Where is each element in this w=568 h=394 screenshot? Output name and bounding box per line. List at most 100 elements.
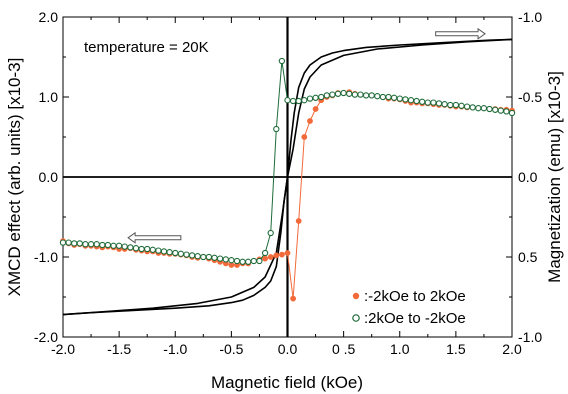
magnetization-curves [62, 38, 513, 316]
data-point-open [329, 91, 336, 98]
data-point-open [216, 255, 224, 262]
y-right-tick-label: 0.5 [518, 249, 538, 265]
data-point-open [402, 96, 409, 103]
data-point-open [312, 94, 319, 101]
data-point-open [127, 244, 134, 251]
data-point-open [284, 97, 291, 104]
data-point-open [340, 89, 347, 97]
arrow-right [435, 27, 486, 40]
data-point-open [503, 108, 510, 115]
data-point-open [132, 245, 140, 252]
legend-label-series-2: :2kOe to -2kOe [364, 310, 466, 327]
y-axis-left-label: XMCD effect (arb. units) [x10-3] [5, 58, 24, 297]
legend-marker-filled [352, 292, 360, 300]
data-point-open [144, 245, 151, 253]
data-point-open [273, 125, 280, 133]
data-point-open [452, 101, 460, 109]
data-point-open [194, 253, 201, 260]
data-point-open [245, 258, 252, 265]
xmcd-points [59, 57, 516, 302]
data-point-open [508, 109, 516, 117]
data-point-open [166, 249, 173, 256]
data-point-open [172, 249, 179, 257]
temperature-annotation: temperature = 20K [84, 39, 209, 56]
data-point-open [385, 93, 392, 101]
data-point-open [59, 239, 67, 246]
x-tick-label: -2.0 [51, 341, 75, 357]
data-point-open [390, 94, 398, 101]
data-point-open [278, 57, 286, 65]
data-point-filled [290, 295, 296, 302]
x-tick-label: -0.5 [219, 341, 243, 357]
x-tick-label: 1.5 [446, 341, 466, 357]
data-point-open [183, 251, 190, 258]
magnetization-curve-3 [62, 38, 513, 316]
data-point-filled [262, 255, 268, 262]
tick-labels: -2.0 -1.5 -1.0 -0.5 0.0 0 .5 1.0 1.5 2.0 2.0 1.0 0.… [34, 9, 542, 357]
magnetization-curve-2 [62, 38, 513, 316]
y-left-tick-label: 1.0 [39, 89, 59, 105]
data-point-open [138, 245, 145, 253]
arrow-shape [435, 27, 486, 40]
x-tick-label: 0.0 [278, 341, 298, 357]
y-right-tick-label: 0.0 [518, 169, 538, 185]
data-point-open [407, 97, 415, 104]
data-point-filled [301, 134, 308, 140]
data-point-filled [273, 252, 280, 259]
data-point-open [362, 92, 370, 99]
data-point-open [261, 249, 269, 257]
data-point-open [334, 90, 342, 97]
data-point-open [492, 106, 499, 113]
y-right-tick-label: -1.0 [518, 9, 542, 25]
data-point-open [115, 242, 123, 249]
tick-marks [62, 16, 513, 338]
data-point-open [155, 247, 162, 254]
data-point-open [419, 98, 426, 105]
data-point-open [233, 257, 241, 265]
y-axis-right-label: Magnetization (emu) [x10-3] [545, 71, 564, 283]
data-point-open [424, 99, 431, 106]
data-point-open [346, 90, 353, 97]
x-axis-label: Magnetic field (kOe) [211, 373, 363, 392]
arrow-shape [127, 231, 182, 244]
data-point-open [267, 229, 274, 237]
y-left-tick-label: -2.0 [34, 329, 58, 345]
data-point-open [306, 95, 314, 102]
data-point-open [228, 257, 235, 264]
data-point-filled [307, 118, 313, 124]
data-point-open [486, 105, 493, 113]
data-point-open [205, 253, 213, 261]
x-tick-label: -1.0 [163, 341, 187, 357]
data-point-open [396, 95, 403, 102]
arrow-left [127, 231, 182, 244]
x-tick-label: 1.0 [390, 341, 410, 357]
data-point-open [435, 100, 443, 107]
x-tick-label: -1.5 [107, 341, 131, 357]
data-point-open [301, 97, 308, 104]
data-point-open [256, 257, 263, 265]
data-point-open [76, 240, 83, 247]
legend-marker-open [352, 314, 360, 322]
data-point-open [188, 252, 196, 259]
y-left-tick-label: 2.0 [39, 9, 59, 25]
data-point-open [239, 258, 246, 265]
data-point-open [469, 104, 476, 111]
data-point-open [357, 91, 364, 98]
data-point-open [475, 105, 482, 112]
data-point-open [65, 239, 72, 246]
data-point-open [295, 97, 302, 105]
data-point-open [87, 241, 95, 248]
data-point-open [177, 250, 185, 257]
data-point-open [71, 240, 78, 247]
data-point-open [413, 97, 420, 105]
data-point-open [463, 103, 471, 110]
data-point-open [458, 102, 465, 109]
data-point-open [104, 241, 112, 249]
data-point-open [110, 242, 117, 249]
y-left-tick-label: -1.0 [34, 249, 58, 265]
data-point-open [93, 241, 100, 248]
data-point-open [222, 256, 229, 263]
data-point-filled [295, 218, 302, 224]
data-point-filled [267, 254, 274, 260]
data-point-open [379, 93, 387, 101]
